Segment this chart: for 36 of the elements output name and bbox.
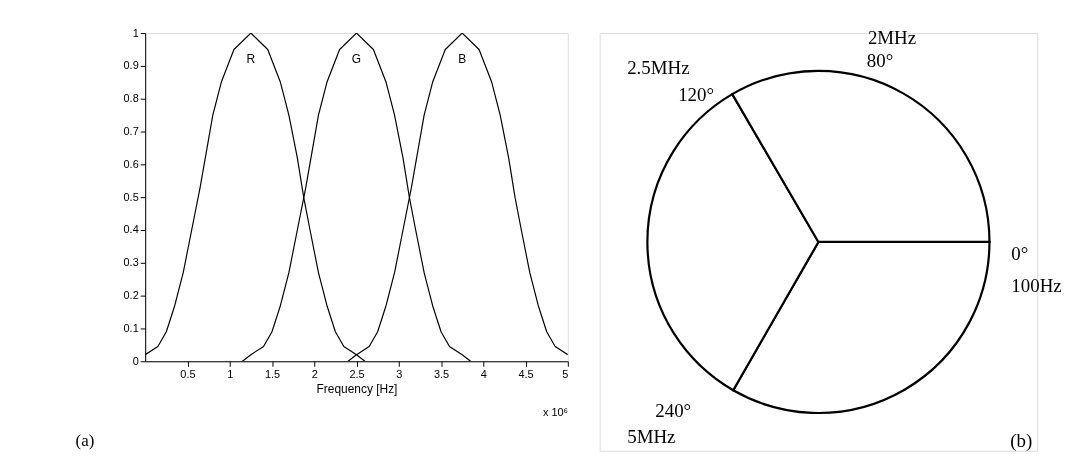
y-tick-label: 0.1	[123, 321, 139, 334]
y-tick-label: 0.8	[123, 92, 139, 105]
x-tick-label: 4	[480, 367, 487, 380]
text: 120°	[678, 83, 715, 105]
x-tick-label: 4.5	[518, 367, 534, 380]
series-label: R	[246, 51, 256, 66]
y-tick-label: 0.4	[123, 223, 139, 236]
x-tick-label: 1	[227, 367, 234, 380]
y-tick-label: 0.9	[123, 59, 139, 72]
series-label: B	[458, 51, 467, 66]
text: 0°	[1011, 242, 1029, 264]
y-tick-label: 0.6	[123, 157, 139, 170]
y-tick-label: 0.2	[123, 289, 139, 302]
text: 100Hz	[1011, 274, 1062, 296]
text: (b)	[1010, 429, 1033, 452]
x-axis-title: Frequency [Hz]	[316, 381, 398, 396]
x-tick-label: 3.5	[433, 367, 450, 380]
series-label: G	[351, 51, 362, 66]
x-tick-label: 3	[396, 367, 403, 380]
x-tick-label: 1.5	[264, 367, 281, 380]
text: 240°	[655, 399, 692, 421]
y-tick-label: 0.3	[123, 256, 139, 269]
text: 2.5MHz	[627, 56, 690, 78]
y-tick-label: 0.7	[123, 125, 139, 138]
text: 80°	[866, 49, 894, 71]
x-tick-label: 5	[562, 367, 569, 380]
text: 2MHz	[867, 27, 917, 49]
y-tick-label: 0	[132, 354, 139, 367]
x-tick-label: 2	[311, 367, 318, 380]
text: x 10⁶	[542, 405, 569, 418]
y-tick-label: 0.5	[123, 190, 139, 203]
y-tick-label: 1	[132, 26, 139, 39]
text: (a)	[75, 430, 95, 450]
x-tick-label: 2.5	[349, 367, 365, 380]
x-tick-label: 0.5	[180, 367, 196, 380]
text: 5MHz	[627, 425, 676, 447]
